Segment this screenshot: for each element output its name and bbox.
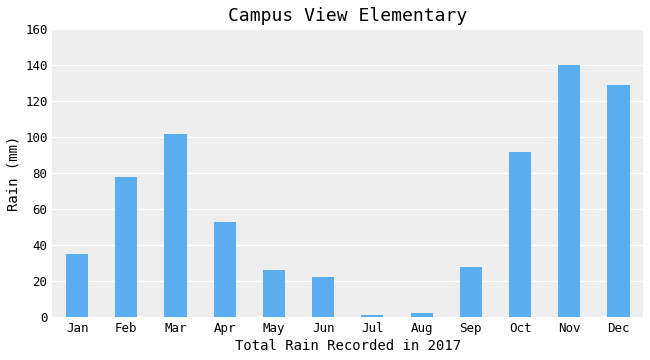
Bar	[558, 65, 580, 317]
Y-axis label: Rain (mm): Rain (mm)	[7, 135, 21, 211]
Bar	[411, 314, 433, 317]
Bar	[361, 315, 384, 317]
Title: Campus View Elementary: Campus View Elementary	[228, 7, 467, 25]
Bar	[66, 254, 88, 317]
Bar	[312, 278, 334, 317]
Bar	[263, 270, 285, 317]
X-axis label: Total Rain Recorded in 2017: Total Rain Recorded in 2017	[235, 339, 461, 353]
Bar	[115, 177, 137, 317]
Bar	[460, 267, 482, 317]
Bar	[509, 152, 531, 317]
Bar	[214, 222, 236, 317]
Bar	[607, 85, 629, 317]
Bar	[164, 134, 187, 317]
